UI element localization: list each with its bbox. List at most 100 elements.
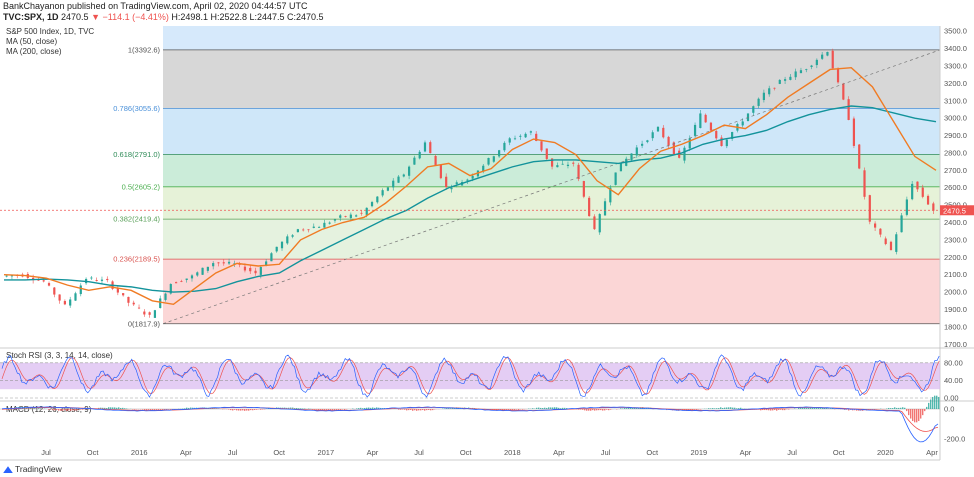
macd-hist-bar bbox=[596, 409, 598, 411]
candles bbox=[5, 48, 935, 318]
price-tick-label: 2200.0 bbox=[944, 253, 967, 262]
macd-hist-bar bbox=[736, 408, 738, 409]
macd-hist-bar bbox=[422, 409, 424, 411]
price-tick-label: 1800.0 bbox=[944, 322, 967, 331]
candle-body bbox=[815, 59, 818, 66]
candle-body bbox=[392, 180, 395, 188]
price-tick-label: 3100.0 bbox=[944, 96, 967, 105]
candle-body bbox=[471, 175, 474, 179]
macd-hist-bar bbox=[122, 407, 124, 409]
macd-hist-bar bbox=[118, 407, 120, 409]
last-price-badge bbox=[940, 205, 974, 216]
macd-hist-bar bbox=[412, 409, 414, 411]
macd-hist-bar bbox=[432, 409, 434, 411]
macd-hist-bar bbox=[236, 409, 238, 411]
macd-hist-bar bbox=[74, 409, 76, 411]
macd-hist-bar bbox=[536, 407, 538, 409]
candle-body bbox=[482, 165, 485, 172]
candle-body bbox=[5, 275, 8, 277]
macd-hist-bar bbox=[364, 407, 366, 409]
macd-hist-bar bbox=[366, 407, 368, 409]
candle-body bbox=[789, 76, 792, 80]
macd-hist-bar bbox=[424, 409, 426, 411]
time-tick-label: 2017 bbox=[317, 448, 334, 457]
candle-body bbox=[630, 153, 633, 161]
candle-body bbox=[381, 190, 384, 196]
candle-body bbox=[900, 215, 903, 233]
macd-hist-bar bbox=[246, 409, 248, 411]
macd-hist-bar bbox=[934, 395, 936, 409]
candle-body bbox=[312, 226, 315, 228]
macd-hist-bar bbox=[768, 409, 770, 411]
macd-hist-bar bbox=[322, 409, 324, 411]
macd-hist-bar bbox=[254, 409, 256, 410]
tradingview-logo[interactable]: TradingView bbox=[3, 464, 62, 474]
candle-body bbox=[376, 196, 379, 203]
macd-hist-bar bbox=[542, 408, 544, 409]
candle-body bbox=[921, 187, 924, 197]
macd-hist-bar bbox=[78, 409, 80, 410]
candle-body bbox=[370, 202, 374, 207]
candle-body bbox=[323, 222, 326, 228]
candle-body bbox=[561, 163, 564, 165]
candle-body bbox=[852, 118, 856, 146]
candle-body bbox=[280, 241, 284, 249]
candle-body bbox=[190, 275, 194, 279]
macd-hist-bar bbox=[776, 409, 778, 411]
macd-hist-bar bbox=[606, 409, 608, 410]
candle-body bbox=[100, 279, 104, 281]
macd-hist-bar bbox=[234, 409, 236, 410]
candle-body bbox=[720, 137, 723, 146]
fib-label: 0.5(2605.2) bbox=[122, 182, 161, 191]
macd-hist-bar bbox=[400, 409, 402, 410]
macd-hist-bar bbox=[160, 409, 162, 411]
candle-body bbox=[95, 280, 98, 282]
macd-hist-bar bbox=[336, 409, 338, 411]
candle-body bbox=[196, 272, 199, 276]
price-tick-label: 2100.0 bbox=[944, 270, 967, 279]
macd-hist-bar bbox=[588, 409, 590, 411]
candle-body bbox=[836, 68, 840, 83]
candle-body bbox=[328, 222, 331, 224]
macd-hist-bar bbox=[774, 409, 776, 411]
price-tick-label: 2600.0 bbox=[944, 183, 967, 192]
candle-body bbox=[783, 79, 787, 81]
macd-hist-bar bbox=[628, 407, 630, 409]
macd-hist-bar bbox=[554, 407, 556, 409]
macd-hist-bar bbox=[548, 407, 550, 409]
candle-body bbox=[291, 235, 294, 237]
fib-label: 0(1817.9) bbox=[128, 319, 161, 328]
candle-body bbox=[672, 142, 675, 155]
macd-hist-bar bbox=[318, 409, 320, 411]
price-tick-label: 1900.0 bbox=[944, 305, 967, 314]
candle-body bbox=[752, 106, 755, 113]
macd-hist-bar bbox=[780, 409, 782, 410]
macd-hist-bar bbox=[418, 409, 420, 411]
candle-body bbox=[10, 275, 14, 277]
macd-hist-bar bbox=[58, 409, 60, 411]
macd-hist-bar bbox=[518, 409, 520, 410]
candle-body bbox=[423, 142, 427, 152]
candle-body bbox=[545, 148, 548, 159]
macd-hist-bar bbox=[70, 409, 72, 411]
fib-label: 1(3392.6) bbox=[128, 45, 161, 54]
macd-hist-bar bbox=[692, 409, 694, 411]
candle-body bbox=[333, 219, 337, 221]
macd-hist-bar bbox=[874, 409, 876, 410]
candle-body bbox=[731, 132, 734, 139]
macd-hist-bar bbox=[192, 407, 194, 409]
macd-hist-bar bbox=[824, 407, 826, 409]
macd-hist-bar bbox=[532, 408, 534, 409]
macd-hist-bar bbox=[146, 409, 148, 411]
macd-hist-bar bbox=[808, 407, 810, 409]
candle-body bbox=[249, 267, 252, 272]
candle-body bbox=[164, 293, 167, 300]
macd-hist-bar bbox=[410, 409, 412, 410]
macd-hist-bar bbox=[584, 409, 586, 411]
macd-hist-bar bbox=[368, 407, 370, 409]
macd-hist-bar bbox=[184, 408, 186, 409]
main-label-ma50: MA (50, close) bbox=[6, 37, 58, 46]
macd-hist-bar bbox=[38, 408, 40, 409]
macd-hist-bar bbox=[326, 409, 328, 411]
